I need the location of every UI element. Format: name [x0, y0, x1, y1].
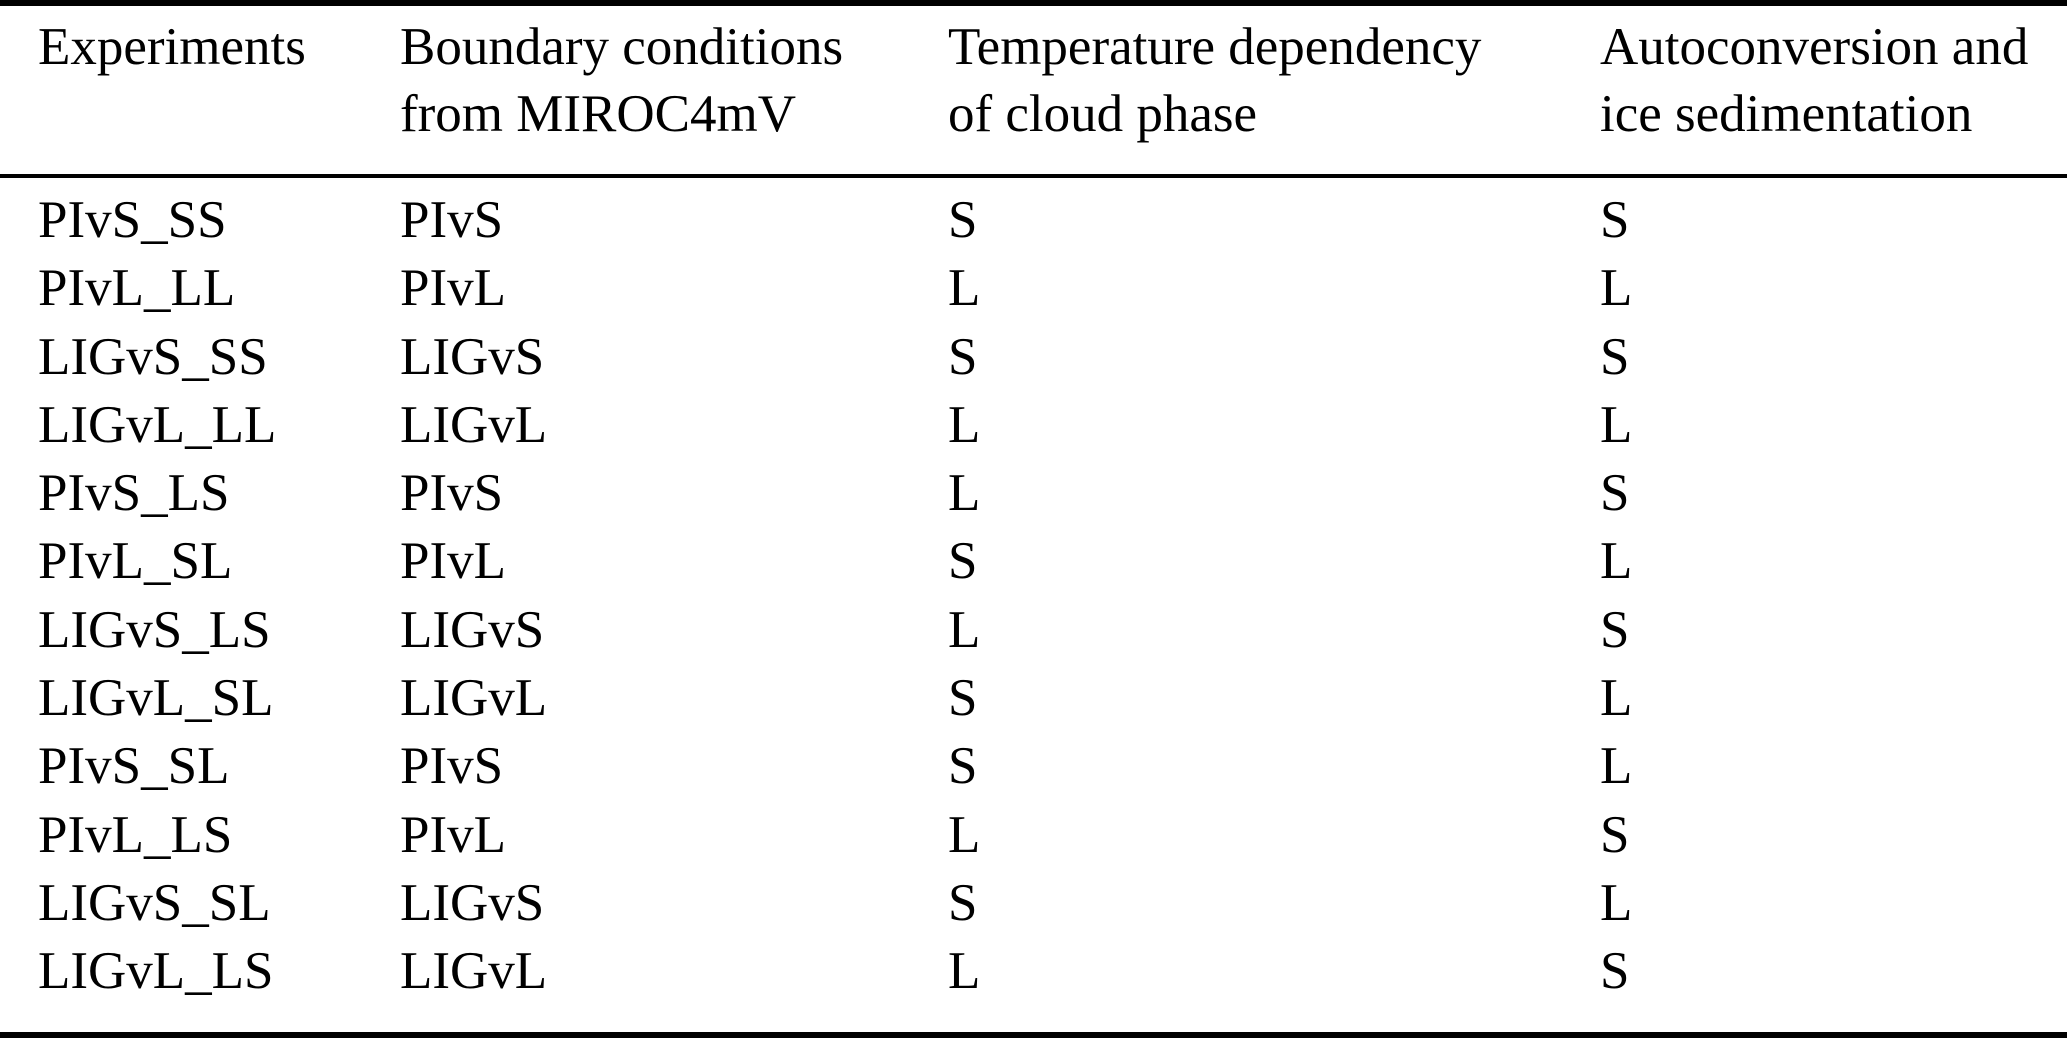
cell-boundary-condition: PIvL: [400, 532, 506, 591]
cell-autoconversion: L: [1600, 873, 1633, 932]
cell-autoconversion: L: [1600, 395, 1633, 454]
cell-boundary-condition: LIGvS: [400, 600, 545, 659]
table-row: PIvL_LL PIvL L L: [0, 254, 2067, 322]
cell-experiment: LIGvL_SL: [38, 669, 274, 728]
column-header-boundary-conditions: Boundary conditions from MIROC4mV: [400, 14, 948, 148]
cell-boundary-condition: PIvL: [400, 259, 506, 318]
cell-boundary-condition: PIvS: [400, 191, 504, 249]
column-header-temperature-dependency: Temperature dependency of cloud phase: [948, 14, 1600, 148]
cell-boundary-condition: LIGvS: [400, 873, 545, 932]
cell-boundary-condition: LIGvS: [400, 327, 545, 386]
table-row: LIGvS_SS LIGvS S S: [0, 323, 2067, 391]
cell-temperature-dependency: L: [948, 942, 981, 1001]
cell-autoconversion: S: [1600, 942, 1630, 1001]
column-header-autoconversion: Autoconversion and ice sedimentation: [1600, 14, 2067, 148]
table-row: LIGvL_SL LIGvL S L: [0, 664, 2067, 732]
table-row: LIGvL_LS LIGvL L S: [0, 937, 2067, 1005]
table-row: LIGvL_LL LIGvL L L: [0, 391, 2067, 459]
table-body: PIvS_SS PIvS S S PIvL_LL PIvL L L LIGvS_…: [0, 178, 2067, 1006]
cell-temperature-dependency: S: [948, 532, 978, 591]
cell-autoconversion: S: [1600, 600, 1630, 659]
column-header-experiments: Experiments: [38, 14, 400, 148]
table-header-row: Experiments Boundary conditions from MIR…: [0, 6, 2067, 148]
column-header-autoconversion-line1: Autoconversion and: [1600, 18, 2029, 76]
cell-autoconversion: S: [1600, 805, 1630, 864]
table-row: PIvS_LS PIvS L S: [0, 459, 2067, 527]
cell-temperature-dependency: L: [948, 600, 981, 659]
cell-experiment: LIGvS_SL: [38, 873, 271, 932]
cell-temperature-dependency: S: [948, 669, 978, 728]
cell-temperature-dependency: S: [948, 191, 978, 249]
column-header-boundary-conditions-line2: from MIROC4mV: [400, 85, 797, 143]
column-header-temperature-dependency-line2: of cloud phase: [948, 85, 1258, 143]
cell-temperature-dependency: L: [948, 464, 981, 523]
cell-autoconversion: L: [1600, 737, 1633, 796]
table-row: PIvS_SL PIvS S L: [0, 732, 2067, 800]
cell-boundary-condition: LIGvL: [400, 395, 548, 454]
column-header-experiments-line1: Experiments: [38, 18, 306, 76]
column-header-temperature-dependency-line1: Temperature dependency: [948, 18, 1482, 76]
cell-autoconversion: L: [1600, 259, 1633, 318]
cell-temperature-dependency: L: [948, 395, 981, 454]
column-header-boundary-conditions-line1: Boundary conditions: [400, 18, 844, 76]
cell-boundary-condition: PIvS: [400, 737, 504, 796]
cell-experiment: PIvL_SL: [38, 532, 233, 591]
cell-experiment: PIvS_LS: [38, 464, 230, 523]
table-header-separator-rule: [0, 174, 2067, 178]
cell-experiment: LIGvS_LS: [38, 600, 271, 659]
cell-experiment: PIvL_LS: [38, 805, 233, 864]
cell-experiment: PIvS_SL: [38, 737, 230, 796]
table-bottom-rule: [0, 1032, 2067, 1038]
table-row: PIvL_SL PIvL S L: [0, 527, 2067, 595]
cell-experiment: PIvS_SS: [38, 191, 227, 249]
cell-autoconversion: S: [1600, 327, 1630, 386]
table-row: PIvS_SS PIvS S S: [0, 186, 2067, 254]
cell-autoconversion: S: [1600, 191, 1630, 249]
cell-temperature-dependency: S: [948, 327, 978, 386]
cell-autoconversion: S: [1600, 464, 1630, 523]
cell-experiment: LIGvL_LL: [38, 395, 277, 454]
cell-boundary-condition: LIGvL: [400, 942, 548, 1001]
cell-temperature-dependency: L: [948, 805, 981, 864]
cell-temperature-dependency: S: [948, 873, 978, 932]
cell-temperature-dependency: L: [948, 259, 981, 318]
cell-experiment: PIvL_LL: [38, 259, 236, 318]
cell-temperature-dependency: S: [948, 737, 978, 796]
table-row: LIGvS_SL LIGvS S L: [0, 869, 2067, 937]
table-row: PIvL_LS PIvL L S: [0, 801, 2067, 869]
column-header-autoconversion-line2: ice sedimentation: [1600, 85, 1973, 143]
cell-experiment: LIGvS_SS: [38, 327, 268, 386]
cell-boundary-condition: LIGvL: [400, 669, 548, 728]
table-row: LIGvS_LS LIGvS L S: [0, 596, 2067, 664]
cell-boundary-condition: PIvS: [400, 464, 504, 523]
cell-experiment: LIGvL_LS: [38, 942, 274, 1001]
cell-autoconversion: L: [1600, 532, 1633, 591]
table-top-rule: [0, 0, 2067, 6]
cell-boundary-condition: PIvL: [400, 805, 506, 864]
cell-autoconversion: L: [1600, 669, 1633, 728]
